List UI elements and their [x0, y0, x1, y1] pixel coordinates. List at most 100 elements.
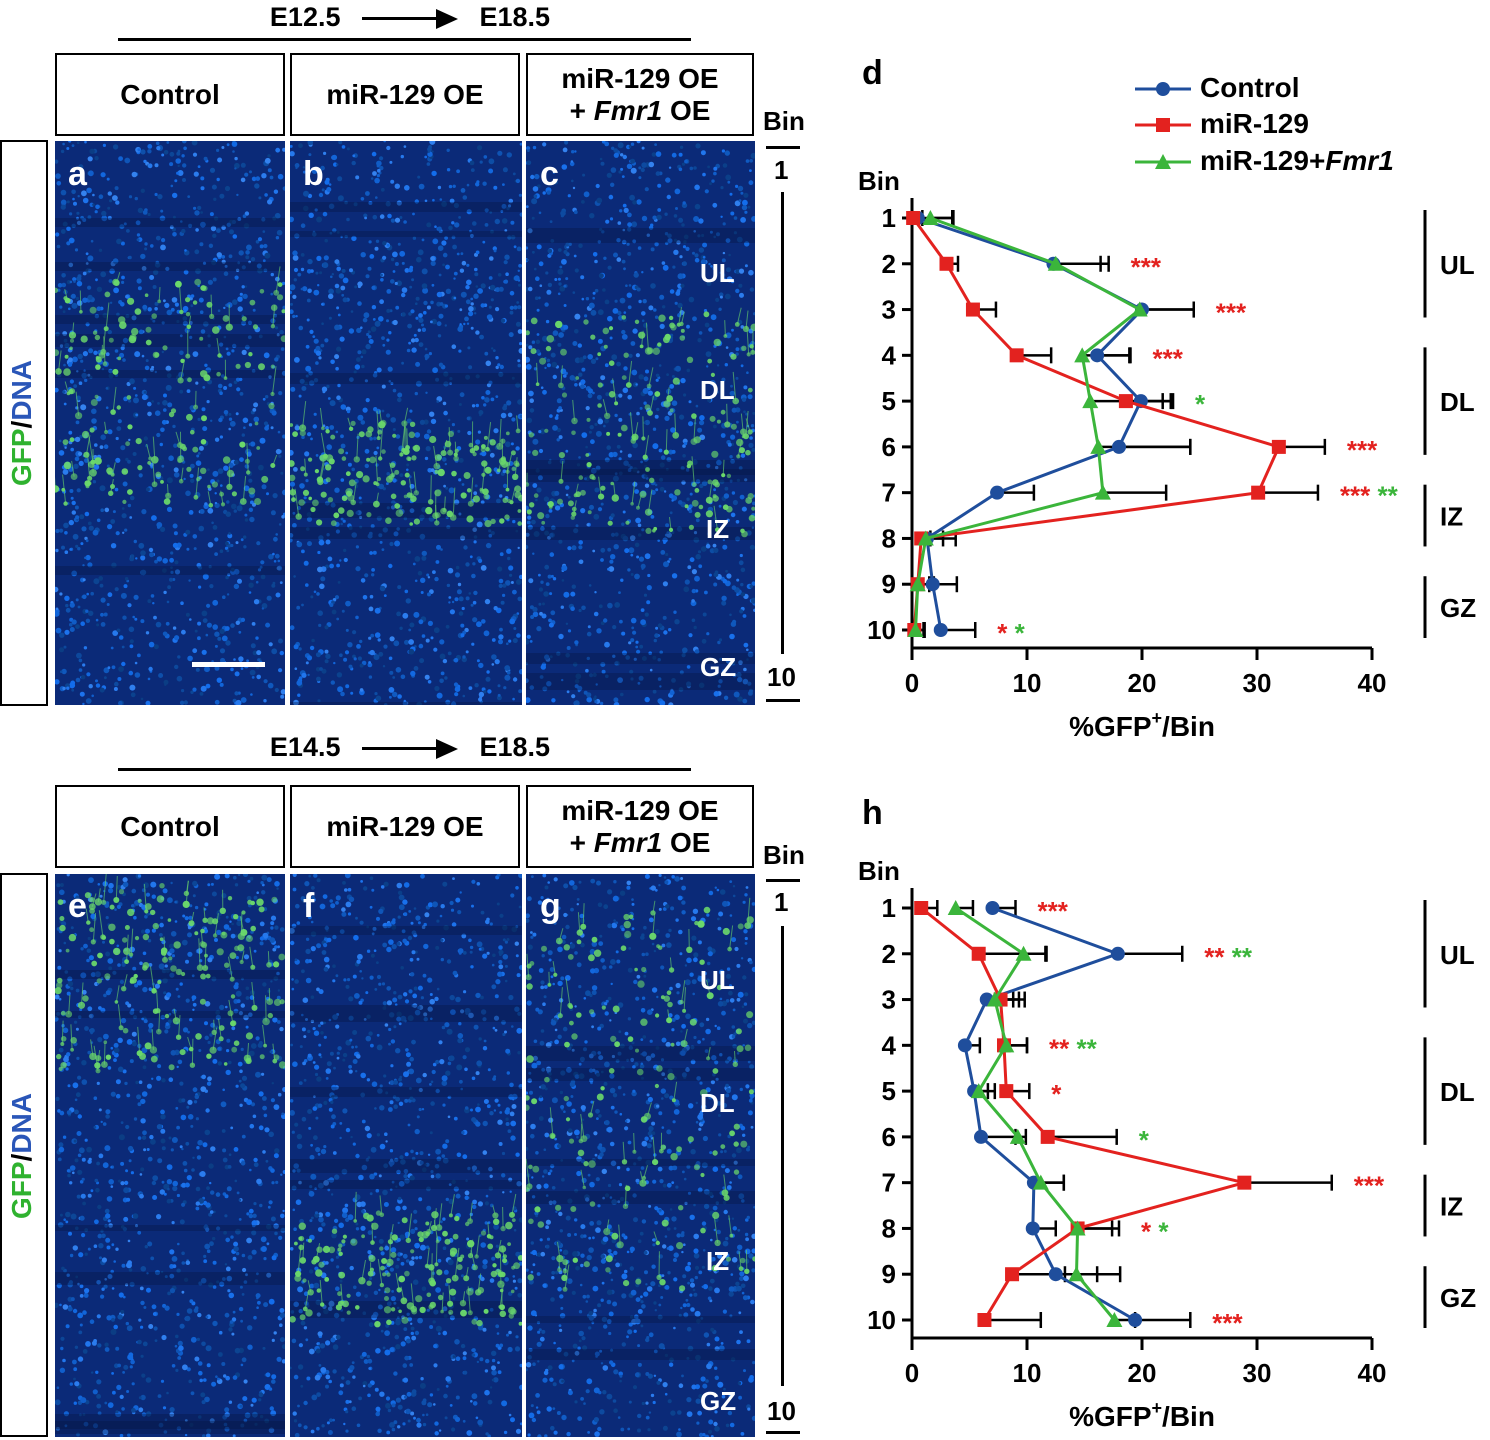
- data-point: [1005, 1267, 1020, 1282]
- timeline-bar-top: [118, 38, 691, 41]
- micrograph-panel-b: [290, 141, 522, 705]
- data-point: [1251, 485, 1266, 500]
- zone-label: UL: [1440, 250, 1475, 280]
- x-tick-label: 10: [1013, 668, 1042, 698]
- zone-label-gz-bottom: GZ: [700, 1386, 737, 1416]
- series-line-miR-129: [920, 906, 1245, 1321]
- zone-label-dl-bottom: DL: [700, 1088, 735, 1118]
- legend-label-control: Control: [1200, 72, 1300, 103]
- stain-label-bottom: GFP/DNA: [6, 1093, 37, 1220]
- y-tick-label: 2: [882, 249, 896, 279]
- panel-letter-a: a: [68, 155, 87, 193]
- data-point: [1237, 1175, 1252, 1190]
- zone-label: GZ: [1440, 593, 1476, 623]
- y-tick-label: 10: [867, 1305, 896, 1335]
- data-point: [1069, 1220, 1086, 1236]
- significance-label: *: [1051, 1079, 1062, 1109]
- condition-label-mir129-fmr1: miR-129 OE + Fmr1 OE: [526, 53, 754, 136]
- y-tick-label: 6: [882, 1122, 896, 1152]
- data-point: [1082, 393, 1099, 409]
- data-point: [1112, 439, 1126, 454]
- data-point: [1090, 438, 1107, 454]
- significance-label: * *: [1141, 1216, 1169, 1246]
- micrograph-panel-f: [290, 874, 522, 1437]
- chart-letter-h: h: [862, 794, 883, 832]
- data-point: [985, 901, 1000, 915]
- significance-label: ***: [1347, 435, 1378, 465]
- data-point: [1048, 1267, 1063, 1282]
- timeline-bar-bottom: [118, 768, 691, 771]
- series-line-miR-129+Fmr1: [954, 906, 1116, 1321]
- y-axis-label: Bin: [858, 856, 900, 886]
- timeline-from: E12.5: [269, 2, 341, 32]
- y-tick-label: 9: [882, 569, 896, 599]
- data-point: [990, 485, 1005, 500]
- panel-letter-f: f: [303, 887, 315, 925]
- timeline-to: E18.5: [479, 732, 551, 762]
- bin-header-top: Bin: [763, 106, 805, 136]
- y-tick-label: 3: [882, 295, 896, 325]
- y-tick-label: 5: [882, 1076, 896, 1106]
- legend-label-fmr1: miR-129+Fmr1: [1200, 145, 1394, 176]
- data-point: [977, 1313, 992, 1327]
- significance-label: ***: [1354, 1171, 1385, 1201]
- zone-label: DL: [1440, 387, 1475, 417]
- x-tick-label: 40: [1358, 668, 1387, 698]
- data-point: [965, 302, 980, 317]
- bin-scale-top-1: 1: [774, 887, 789, 917]
- zone-label-ul-bottom: UL: [700, 965, 735, 995]
- data-point: [1074, 347, 1091, 363]
- series-line-miR-129: [911, 217, 1281, 631]
- panel-letter-g: g: [540, 887, 561, 925]
- y-tick-label: 4: [882, 1030, 897, 1060]
- data-point: [1094, 484, 1111, 500]
- stain-label-top: GFP/DNA: [6, 360, 37, 487]
- data-point: [1009, 348, 1024, 363]
- data-point: [939, 256, 954, 271]
- x-axis-label: %GFP+/Bin: [1069, 1398, 1215, 1432]
- y-tick-label: 4: [882, 340, 897, 370]
- data-point: [957, 1038, 972, 1053]
- bin-scale-bottom-tick: [766, 699, 800, 702]
- data-point: [974, 1129, 988, 1144]
- y-tick-label: 7: [882, 478, 896, 508]
- y-tick-label: 5: [882, 386, 896, 416]
- bin-scale-top-tick: [766, 146, 800, 149]
- significance-label: * *: [997, 618, 1025, 648]
- scale-bar: [192, 662, 265, 667]
- series-line-Control: [917, 216, 1145, 631]
- significance-label: ***: [1212, 1308, 1243, 1338]
- series-line-Control: [963, 906, 1136, 1322]
- data-point: [971, 946, 986, 961]
- bin-scale-bottom-line: [781, 926, 784, 1386]
- data-point: [906, 211, 921, 225]
- data-point: [914, 901, 929, 915]
- zone-label-iz-top: IZ: [706, 514, 730, 544]
- zone-label-gz-top: GZ: [700, 652, 737, 682]
- data-point: [1090, 348, 1105, 363]
- zone-label-iz-bottom: IZ: [706, 1246, 730, 1276]
- significance-label: ***: [1131, 252, 1162, 282]
- significance-label: ** **: [1049, 1033, 1098, 1063]
- y-tick-label: 8: [882, 523, 896, 553]
- bin-header-bottom: Bin: [763, 840, 805, 870]
- condition-label-control: Control: [55, 53, 285, 136]
- stain-label-box-bottom: [0, 873, 48, 1437]
- y-tick-label: 1: [882, 893, 896, 923]
- x-tick-label: 10: [1013, 1358, 1042, 1388]
- data-point: [1110, 946, 1125, 961]
- timeline-arrow-icon: [362, 8, 458, 29]
- timeline-from: E14.5: [269, 732, 341, 762]
- x-tick-label: 30: [1243, 668, 1272, 698]
- zone-label: DL: [1440, 1077, 1475, 1107]
- condition-label-mir129-fmr1: miR-129 OE + Fmr1 OE: [526, 785, 754, 868]
- data-point: [922, 210, 939, 225]
- zone-label-dl-top: DL: [700, 375, 735, 405]
- significance-label: ***: [1038, 896, 1069, 926]
- data-point: [1271, 439, 1286, 454]
- data-point: [1025, 1221, 1040, 1236]
- y-tick-label: 1: [882, 203, 896, 233]
- bin-scale-top-tick: [766, 879, 800, 882]
